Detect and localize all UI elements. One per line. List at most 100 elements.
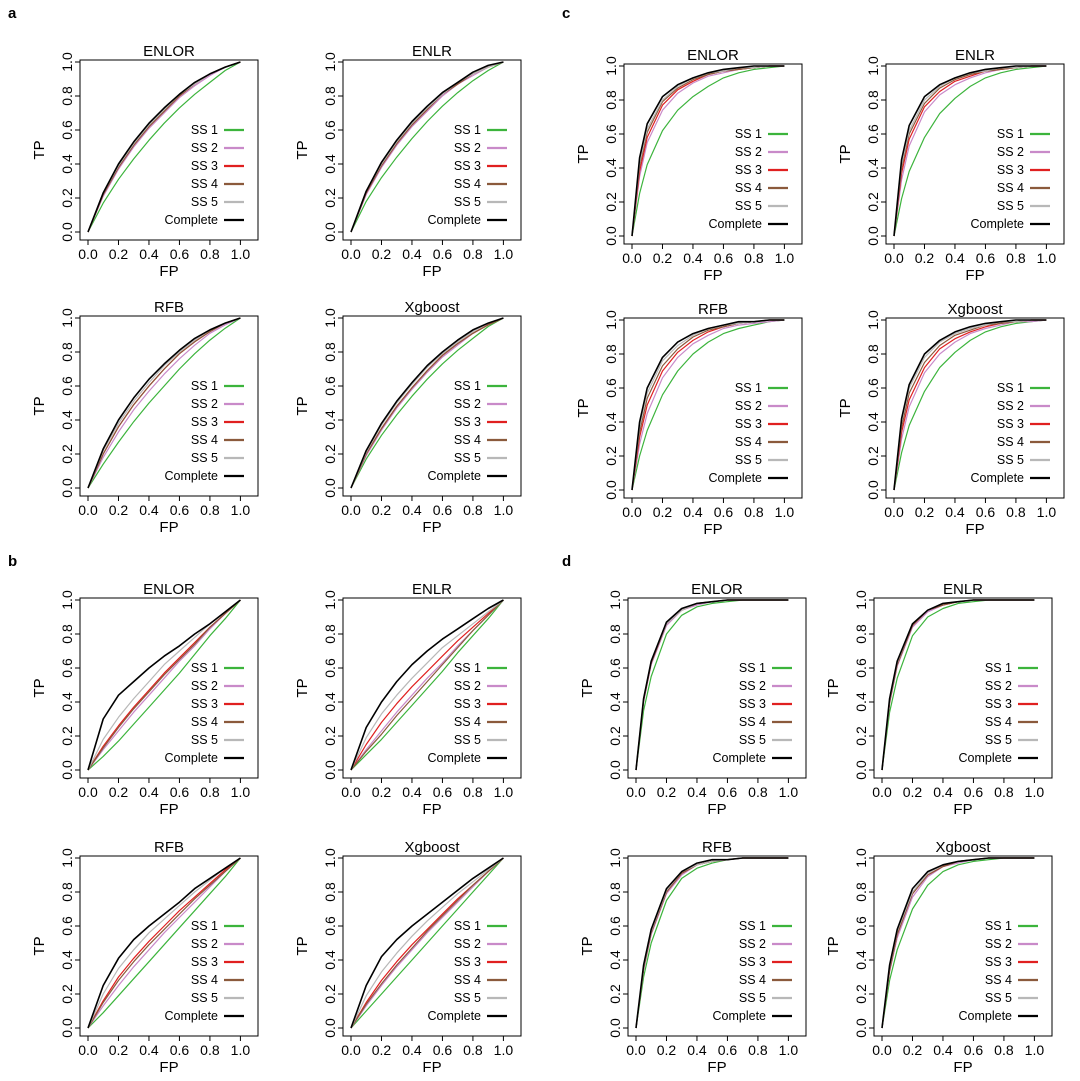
- roc-plot-d-xgboost: Xgboost 0.00.0 0.2 0.2 0.4 0.4 0.6 0.6 0.8 0.8 1.0…: [825, 839, 1053, 1076]
- legend-label: Complete: [959, 1009, 1013, 1023]
- x-tick-label: 0.2: [372, 246, 392, 262]
- plot-title: Xgboost: [947, 301, 1003, 318]
- legend-label: Complete: [713, 751, 767, 765]
- y-tick-label: 0.4: [59, 692, 75, 712]
- plot-title: ENLOR: [143, 43, 195, 60]
- y-tick-label: 0.0: [59, 478, 75, 498]
- x-axis-label: FP: [965, 521, 984, 538]
- y-tick-label: 0.4: [853, 692, 869, 712]
- series-line-ss1: [87, 599, 241, 771]
- y-tick-label: 1.0: [59, 52, 75, 72]
- y-tick-label: 0.4: [853, 950, 869, 970]
- legend-label: SS 2: [191, 937, 218, 951]
- y-tick-label: 0.0: [59, 1018, 75, 1038]
- legend-label: Complete: [971, 471, 1025, 485]
- legend-label: SS 5: [191, 451, 218, 465]
- legend-label: SS 4: [739, 973, 766, 987]
- legend-label: SS 4: [454, 177, 481, 191]
- x-tick-label: 1.0: [231, 502, 251, 518]
- x-tick-label: 0.2: [372, 784, 392, 800]
- y-tick-label: 0.2: [322, 188, 338, 208]
- x-tick-label: 0.0: [341, 784, 361, 800]
- legend-label: SS 4: [997, 181, 1024, 195]
- x-tick-label: 0.6: [976, 504, 996, 520]
- legend-label: SS 2: [454, 141, 481, 155]
- legend-label: SS 5: [191, 195, 218, 209]
- y-tick-label: 0.6: [322, 658, 338, 678]
- y-tick-label: 0.4: [322, 410, 338, 430]
- legend-label: SS 4: [985, 715, 1012, 729]
- x-tick-label: 0.4: [687, 784, 707, 800]
- y-tick-label: 0.6: [603, 124, 619, 144]
- y-tick-label: 0.4: [322, 154, 338, 174]
- plot-frame: [342, 59, 522, 241]
- legend-label: SS 4: [735, 181, 762, 195]
- x-tick-label: 0.2: [657, 784, 677, 800]
- y-tick-label: 0.4: [59, 410, 75, 430]
- legend-label: SS 1: [735, 381, 762, 395]
- y-tick-label: 0.6: [59, 376, 75, 396]
- y-tick-label: 0.0: [59, 760, 75, 780]
- legend-label: SS 4: [735, 435, 762, 449]
- y-tick-label: 1.0: [59, 590, 75, 610]
- roc-plot-c-enlr: ENLR 0.00.0 0.2 0.2 0.4 0.4 0.6 0.6 0.8 0.8 1.0 1.0…: [837, 47, 1065, 284]
- x-tick-label: 0.0: [341, 246, 361, 262]
- legend-label: SS 3: [454, 697, 481, 711]
- legend-label: SS 1: [454, 661, 481, 675]
- y-tick-label: 0.6: [853, 916, 869, 936]
- legend-label: SS 3: [191, 159, 218, 173]
- plot-title: ENLR: [955, 47, 995, 64]
- roc-plot-d-enlor: ENLOR 0.00.0 0.2 0.2 0.4 0.4 0.6 0.6 0.8 0.8 1.0 1.…: [579, 581, 807, 818]
- series-line-ss5: [350, 599, 504, 771]
- legend-label: SS 5: [739, 733, 766, 747]
- legend-label: SS 1: [191, 379, 218, 393]
- legend-label: SS 2: [191, 679, 218, 693]
- x-tick-label: 0.0: [341, 1042, 361, 1058]
- y-axis-label: TP: [294, 140, 311, 159]
- plot-frame: [79, 855, 259, 1037]
- roc-plot-b-rfb: RFB 0.00.0 0.2 0.2 0.4 0.4 0.6 0.6 0.8 0.8 1.0 1.0 F…: [31, 839, 259, 1076]
- x-tick-label: 1.0: [775, 504, 795, 520]
- x-tick-label: 0.6: [170, 246, 190, 262]
- legend-label: SS 3: [191, 697, 218, 711]
- y-tick-label: 0.6: [322, 376, 338, 396]
- series-line-ss2: [631, 319, 785, 491]
- plot-title: RFB: [702, 839, 732, 856]
- legend-label: SS 3: [454, 955, 481, 969]
- y-tick-label: 0.8: [607, 624, 623, 644]
- legend-label: Complete: [428, 751, 482, 765]
- y-tick-label: 0.8: [59, 86, 75, 106]
- x-tick-label: 0.6: [433, 246, 453, 262]
- y-tick-label: 0.2: [865, 446, 881, 466]
- x-tick-label: 0.4: [933, 784, 953, 800]
- x-tick-label: 1.0: [231, 1042, 251, 1058]
- y-tick-label: 1.0: [853, 848, 869, 868]
- series-line-ss2: [87, 317, 241, 489]
- plot-title: ENLR: [943, 581, 983, 598]
- legend-label: SS 5: [735, 453, 762, 467]
- x-axis-label: FP: [159, 519, 178, 536]
- y-tick-label: 0.0: [322, 222, 338, 242]
- plot-frame: [873, 855, 1053, 1037]
- x-tick-label: 0.2: [372, 1042, 392, 1058]
- x-tick-label: 0.2: [372, 502, 392, 518]
- x-axis-label: FP: [422, 263, 441, 280]
- x-tick-label: 0.0: [78, 246, 98, 262]
- y-tick-label: 0.2: [603, 446, 619, 466]
- x-tick-label: 0.8: [200, 784, 220, 800]
- plot-frame: [873, 597, 1053, 779]
- series-line-complete: [631, 319, 785, 491]
- panel-letter-d: d: [562, 553, 571, 570]
- x-tick-label: 0.8: [748, 1042, 768, 1058]
- legend-label: SS 5: [985, 733, 1012, 747]
- legend-label: SS 4: [191, 433, 218, 447]
- legend-label: SS 1: [985, 919, 1012, 933]
- x-tick-label: 0.0: [626, 784, 646, 800]
- y-tick-label: 0.8: [607, 882, 623, 902]
- x-tick-label: 0.6: [170, 784, 190, 800]
- series-line-ss2: [350, 61, 504, 233]
- y-tick-label: 0.4: [59, 154, 75, 174]
- series-line-ss2: [350, 857, 504, 1029]
- y-axis-label: TP: [294, 678, 311, 697]
- plot-title: ENLOR: [691, 581, 743, 598]
